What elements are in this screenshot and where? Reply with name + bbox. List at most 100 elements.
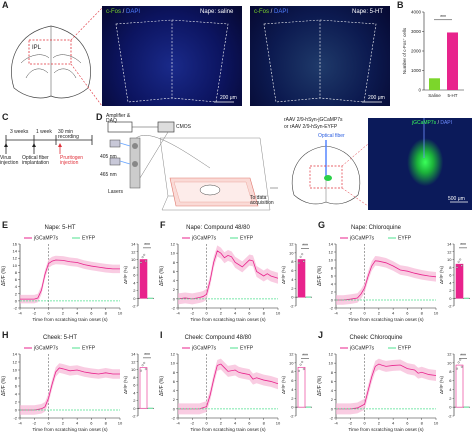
bar-y-tick-label: -2 [448,414,452,419]
y-axis-label: Number of c-Fos⁺ cells [402,27,407,74]
y-tick-label: 10 [171,361,176,366]
bar-point [301,361,304,363]
bar-point [459,258,462,261]
x-tick-label: 4 [392,421,395,426]
y-tick-label: 0 [418,88,421,93]
bar-point [301,253,304,256]
x-tick-label: 2 [378,421,381,426]
dapi-label: DAPI [440,120,453,126]
laser-405-label: 405 nm [100,154,117,160]
y-tick-label: 10 [13,263,18,268]
y-tick-label: 4 [173,388,176,393]
y-tick-label: 8 [15,376,18,381]
y-tick-label: 12 [13,360,18,365]
y-tick-label: 0 [173,406,176,411]
scale-bar-label-2: 200 μm [368,95,385,101]
y-tick-label: 3000 [411,29,422,34]
y-tick-label: 8 [173,260,176,265]
significance-label: *** [460,353,466,359]
bar-y-tick-label: 2 [133,288,136,293]
gcamp-sem-band [336,358,436,415]
bar-point [460,365,463,368]
x-tick-label: 6 [90,421,93,426]
bar-y-tick-label: 6 [449,378,452,383]
panel-label-j: J [318,330,324,340]
x-tick-label: -4 [176,311,180,316]
significance-label: *** [440,15,446,21]
x-axis-label: Time from scratching train onset (s) [190,427,266,433]
legend-label-eyfp: EYFP [82,346,96,352]
bar-point [457,361,460,364]
bar-y-tick-label: 10 [447,257,452,262]
significance-label: *** [144,243,150,249]
bar-point [298,262,300,264]
micrograph-saline-title: c-Fos / DAPI [106,9,140,15]
x-tick-label: 6 [406,311,409,316]
micrograph-5ht-condition: Nape: 5-HT [352,9,384,15]
bar-y-tick-label: 6 [133,273,136,278]
timeline-step-1: 3 weeks [10,129,29,135]
x-tick-label: 0 [47,311,50,316]
y-tick-label: 4 [15,392,18,397]
legend-label-gcamp: jGCaMP7s [349,236,375,242]
x-tick-label: 2 [220,421,223,426]
x-tick-label: -2 [191,311,195,316]
legend-label-eyfp: EYFP [398,346,412,352]
bar-y-tick-label: 6 [291,268,294,273]
significance-label: *** [144,353,150,359]
y-tick-label: 2 [331,290,334,295]
brain-section-diagram [11,7,103,107]
bar-y-axis-label: ΔF/F (%) [281,376,286,395]
y-axis-label: ΔF/F (%) [1,266,7,286]
x-tick-label: 4 [76,311,79,316]
y-tick-label: 4 [15,284,18,289]
legend-label-gcamp: jGCaMP7s [191,236,217,242]
y-tick-label: 10 [329,258,334,263]
bar-y-tick-label: 4 [449,280,452,285]
fluorescence-title: jGCaMP7s / DAPI [412,121,452,126]
data-acquisition-label: To data acquisition [250,195,274,206]
x-tick-label: 4 [76,421,79,426]
y-tick-label: 4 [173,278,176,283]
panel-label-g: G [318,220,326,230]
x-tick-label: 0 [205,421,208,426]
x-tick-label: -2 [349,311,353,316]
bar-y-tick-label: 4 [133,390,136,395]
bar-y-tick-label: 2 [449,396,452,401]
bar-point [140,261,142,264]
y-tick-label: 12 [171,352,176,357]
fluorescence-scale-label: 500 μm [448,196,465,202]
bar-gcamp [297,366,306,408]
virus-label-2: or rAAV 2/9-hSyn-EYFP [284,124,338,130]
x-tick-label: 10 [118,421,123,426]
bar-y-tick-label: 2 [291,286,294,291]
y-tick-label: 10 [13,368,18,373]
bar-y-tick-label: -2 [132,304,136,309]
y-tick-label: 0 [15,298,18,303]
trace-panel-j: Cheek: Chloroquine jGCaMP7s EYFP -2 0 2 4 6 8 10 1… [317,335,470,433]
x-axis-label: Time from scratching train onset (s) [32,317,108,323]
bar-point [144,260,147,263]
y-tick-label: 4 [331,282,334,287]
x-tick-label: 0 [47,421,50,426]
bar-y-tick-label: 0 [133,406,136,411]
bar-y-tick-label: 4 [449,387,452,392]
x-tick-label: -4 [334,311,338,316]
bar-y-tick-label: 6 [449,273,452,278]
y-tick-label: 2 [15,291,18,296]
x-tick-label: 4 [392,311,395,316]
bar-gcamp [139,259,148,299]
y-tick-label: 6 [173,269,176,274]
y-axis-label: ΔF/F (%) [159,376,165,396]
x-tick-label: -4 [18,421,22,426]
y-tick-label: -2 [13,306,17,311]
bar-y-axis-label: ΔF/F (%) [439,376,444,395]
bar-y-tick-label: 2 [133,398,136,403]
timeline-step-3: 30 min recording [58,129,79,140]
x-axis-label: Time from scratching train onset (s) [32,427,108,433]
bar-y-tick-label: 0 [291,405,294,410]
bar-point [457,260,460,263]
gcamp-sem-band [178,245,278,305]
bar-y-tick-label: -2 [132,414,136,419]
